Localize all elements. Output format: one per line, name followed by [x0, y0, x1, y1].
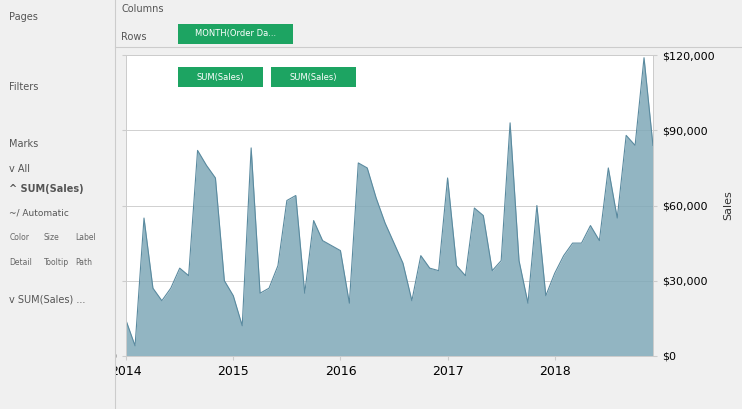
- Text: Filters: Filters: [9, 82, 39, 92]
- Text: Tooltip: Tooltip: [44, 258, 69, 267]
- Text: ^ SUM(Sales): ^ SUM(Sales): [9, 184, 84, 194]
- Text: MONTH(Order Da...: MONTH(Order Da...: [195, 29, 276, 38]
- Text: Color: Color: [9, 233, 29, 242]
- Y-axis label: Sales: Sales: [49, 191, 59, 220]
- Text: SUM(Sales): SUM(Sales): [289, 73, 338, 82]
- Text: SUM(Sales): SUM(Sales): [197, 73, 245, 82]
- Text: Marks: Marks: [9, 139, 39, 149]
- Y-axis label: Sales: Sales: [723, 191, 733, 220]
- Text: ~/ Automatic: ~/ Automatic: [9, 209, 69, 218]
- Text: Size: Size: [44, 233, 59, 242]
- Text: Pages: Pages: [9, 12, 38, 22]
- Text: Path: Path: [75, 258, 92, 267]
- Text: Detail: Detail: [9, 258, 32, 267]
- Text: Label: Label: [75, 233, 96, 242]
- Text: Columns: Columns: [121, 4, 164, 14]
- Text: Rows: Rows: [121, 31, 147, 42]
- Text: v All: v All: [9, 164, 30, 173]
- Text: v SUM(Sales) ...: v SUM(Sales) ...: [9, 294, 85, 304]
